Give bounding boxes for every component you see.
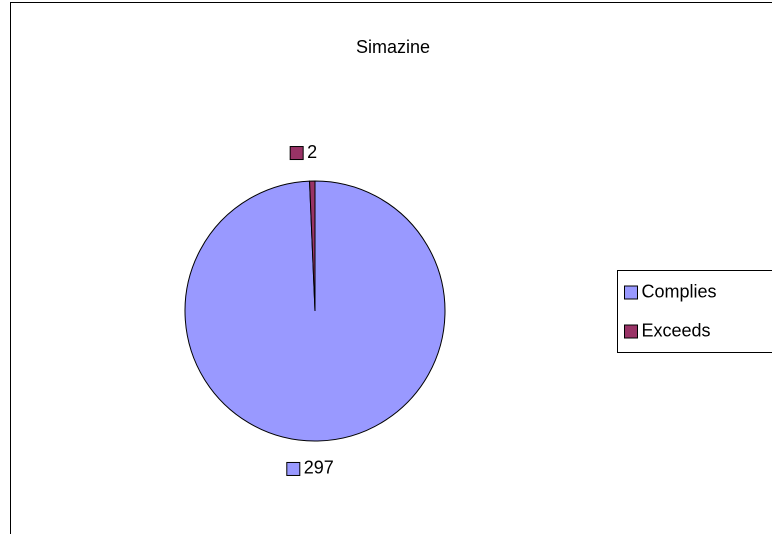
legend-key	[625, 325, 638, 338]
legend-label: Complies	[642, 281, 717, 301]
data-label-key	[290, 147, 303, 160]
data-label: 297	[304, 458, 334, 478]
chart-title: Simazine	[356, 37, 430, 57]
data-label: 2	[307, 142, 317, 162]
legend-key	[625, 286, 638, 299]
legend-label: Exceeds	[642, 320, 711, 340]
data-label-key	[287, 462, 300, 475]
